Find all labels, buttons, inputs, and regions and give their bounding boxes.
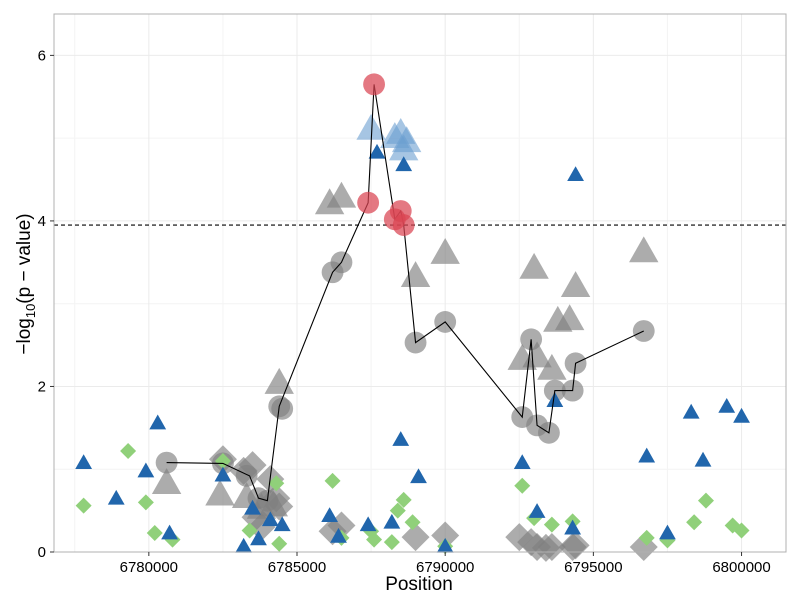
gray-circles-point: [235, 464, 258, 487]
panel-border: [53, 13, 787, 553]
small-blue-triangles-point: [392, 431, 410, 446]
y-tick-label: 0: [38, 544, 46, 561]
small-blue-triangles-point: [436, 537, 454, 553]
small-blue-triangles-point: [410, 468, 427, 484]
large-light-blue-triangles-point: [356, 113, 386, 140]
small-blue-triangles-point: [273, 516, 291, 532]
x-tick-label: 6780000: [120, 559, 178, 576]
small-green-diamonds-point: [271, 535, 288, 552]
small-green-diamonds-point: [514, 477, 531, 494]
large-gray-triangles-point: [522, 341, 552, 368]
y-tick-label: 2: [38, 378, 46, 395]
y-axis-title: −log10(p − value): [14, 213, 38, 354]
small-blue-triangles-point: [261, 511, 279, 527]
large-gray-triangles-point: [554, 304, 585, 331]
small-blue-triangles-point: [330, 527, 347, 543]
large-gray-triangles-point: [537, 353, 567, 380]
small-green-diamonds-point: [120, 443, 137, 460]
small-blue-triangles-point: [161, 524, 178, 540]
small-blue-triangles-point: [682, 403, 700, 419]
small-blue-triangles-point: [107, 489, 125, 505]
x-tick-label: 6795000: [564, 559, 622, 576]
small-blue-triangles-point: [546, 392, 564, 407]
small-blue-triangles-point: [137, 462, 155, 478]
small-blue-triangles-point: [75, 454, 93, 470]
small-blue-triangles-point: [638, 447, 656, 463]
large-gray-triangles-point: [519, 252, 549, 279]
small-blue-triangles-point: [214, 466, 232, 482]
y-tick-label: 6: [38, 47, 46, 64]
small-blue-triangles-point: [321, 507, 339, 523]
small-blue-triangles-point: [149, 414, 167, 430]
small-blue-triangles-point: [659, 524, 676, 540]
y-tick-label: 4: [38, 213, 46, 230]
x-axis-title: Position: [385, 574, 453, 595]
small-blue-triangles-point: [383, 513, 401, 529]
large-gray-diamonds-point: [431, 521, 460, 550]
red-circles-point: [392, 214, 415, 236]
small-blue-triangles-point: [250, 530, 267, 546]
large-gray-diamonds-point: [401, 523, 430, 552]
small-green-diamonds-point: [146, 524, 163, 541]
small-green-diamonds-point: [686, 514, 703, 531]
small-green-diamonds-point: [389, 502, 406, 519]
small-green-diamonds-point: [404, 514, 421, 531]
small-blue-triangles-point: [694, 451, 712, 467]
large-gray-triangles-point: [400, 261, 431, 288]
small-green-diamonds-point: [383, 534, 400, 551]
red-circles-point: [363, 73, 385, 96]
small-blue-triangles-point: [733, 407, 750, 423]
gray-circles-point: [632, 320, 655, 342]
gray-circles-point: [271, 397, 294, 420]
gray-circles-point: [155, 451, 178, 474]
axes: 6780000 6785000 6790000 6795000 6800000 0 2 4 6: [38, 13, 787, 576]
large-gray-diamonds-point: [537, 533, 566, 562]
data-marks: [75, 73, 750, 562]
small-blue-triangles-point: [528, 503, 546, 518]
large-gray-triangles-point: [629, 236, 659, 263]
small-blue-triangles-point: [567, 166, 584, 182]
large-gray-triangles-point: [151, 468, 182, 494]
x-tick-label: 6790000: [416, 559, 474, 576]
small-blue-triangles-point: [718, 397, 736, 413]
small-blue-triangles-point: [235, 537, 253, 553]
small-blue-triangles-point: [513, 454, 531, 470]
y-axis-title-prefix: −log: [14, 318, 35, 354]
small-green-diamonds-point: [733, 522, 750, 539]
small-blue-triangles-point: [359, 516, 377, 532]
x-tick-label: 6800000: [712, 559, 770, 576]
small-blue-triangles-point: [244, 499, 261, 515]
y-axis-title-subscript: 10: [23, 304, 38, 318]
large-light-blue-triangles-point: [389, 134, 419, 161]
small-blue-triangles-point: [564, 519, 582, 535]
large-gray-triangles-point: [326, 181, 357, 208]
large-gray-triangles-point: [430, 237, 460, 264]
small-green-diamonds-point: [268, 475, 285, 492]
large-gray-triangles-point: [560, 271, 591, 297]
small-green-diamonds-point: [543, 516, 560, 533]
small-green-diamonds-point: [241, 522, 258, 539]
y-axis-title-suffix: (p − value): [14, 213, 35, 303]
red-circles-point: [357, 191, 380, 214]
small-blue-triangles-point: [395, 156, 413, 172]
large-gray-triangles-point: [205, 479, 235, 506]
small-green-diamonds-point: [324, 472, 341, 489]
x-tick-label: 6785000: [268, 559, 326, 576]
large-gray-diamonds-point: [561, 531, 590, 560]
small-blue-triangles-point: [368, 143, 386, 159]
large-gray-triangles-point: [314, 188, 345, 215]
small-green-diamonds-point: [366, 531, 383, 548]
small-green-diamonds-point: [75, 497, 92, 514]
small-green-diamonds-point: [137, 494, 154, 511]
small-green-diamonds-point: [395, 491, 412, 508]
small-green-diamonds-point: [638, 529, 655, 546]
small-green-diamonds-point: [697, 492, 714, 509]
